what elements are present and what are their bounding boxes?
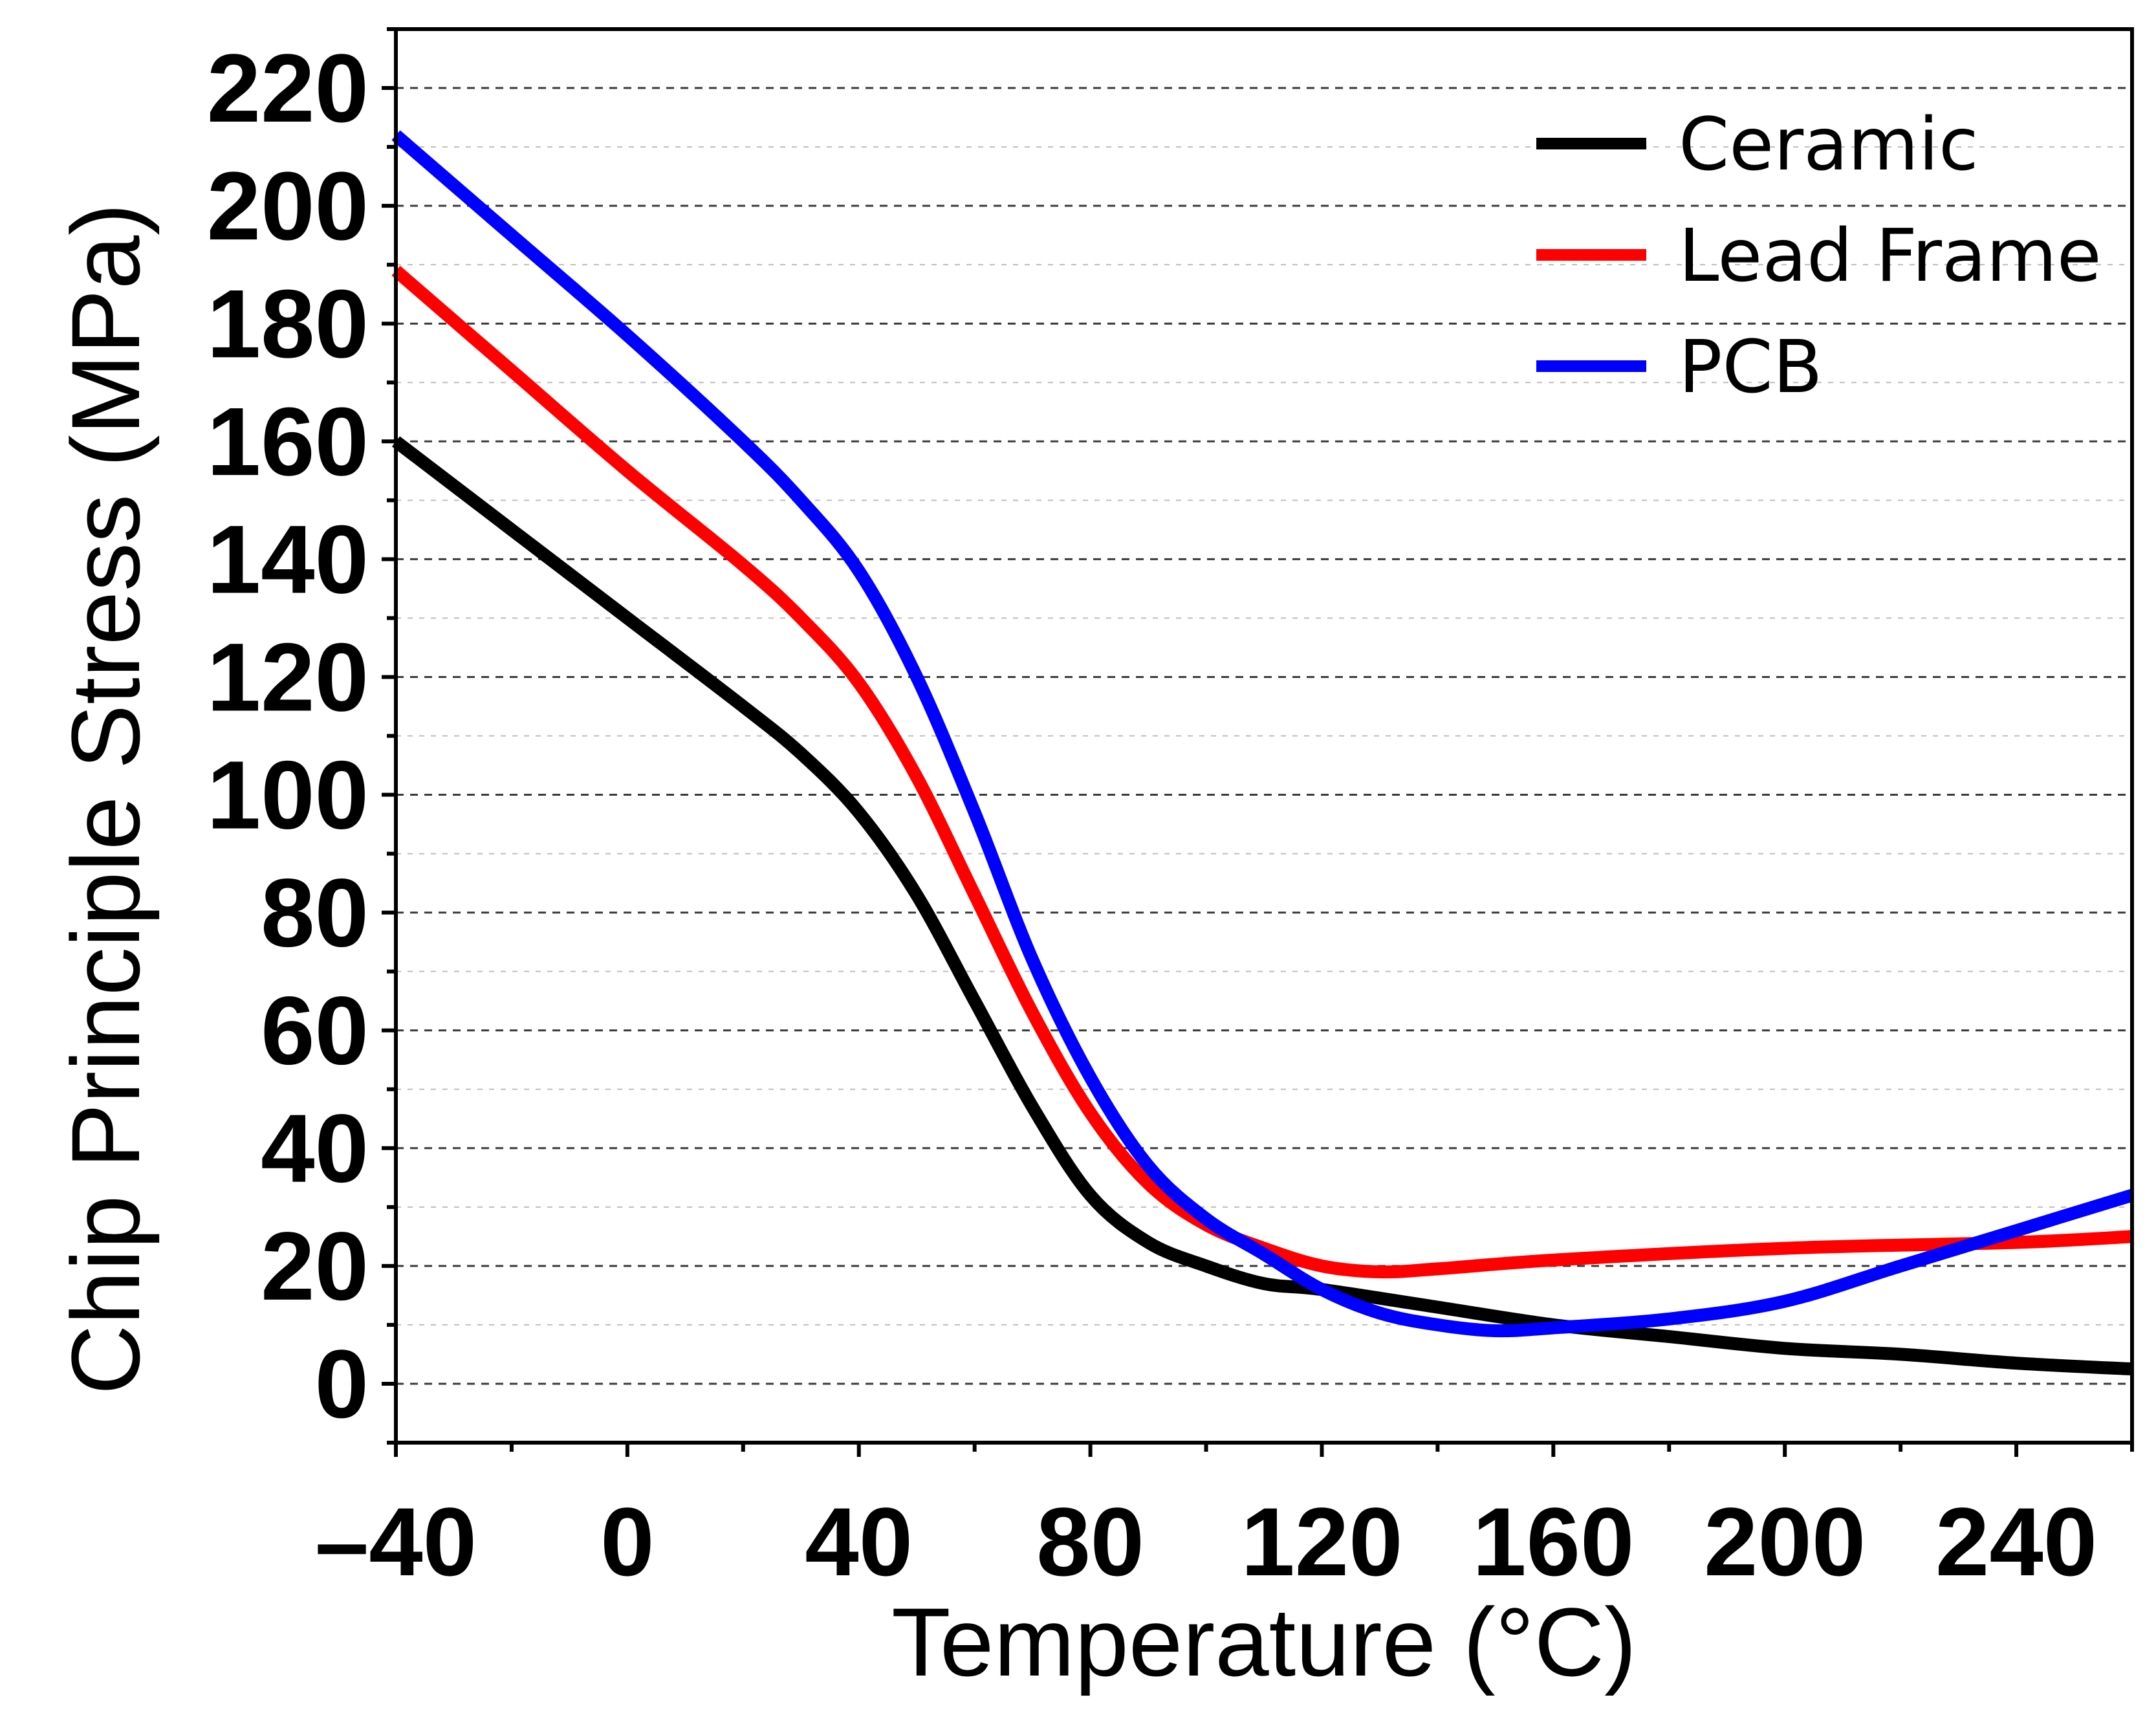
x-tick-label: 80 — [1036, 1487, 1144, 1596]
x-tick-labels: –40 0 40 80 120 160 200 240 — [315, 1487, 2097, 1596]
y-tick-label: 100 — [207, 741, 369, 849]
y-tick-label: 0 — [315, 1329, 369, 1438]
series-line-ceramic — [391, 436, 2133, 1376]
series-line-pcb — [391, 130, 2134, 1338]
legend: Ceramic Lead Frame PCB — [1536, 103, 2102, 410]
legend-label: Lead Frame — [1679, 214, 2102, 298]
y-tick-label: 200 — [207, 151, 369, 260]
y-tick-label: 80 — [261, 858, 369, 967]
legend-label: Ceramic — [1679, 103, 1979, 187]
legend-label: PCB — [1679, 325, 1823, 410]
y-tick-label: 20 — [261, 1212, 369, 1320]
series-lines — [391, 130, 2134, 1376]
x-tick-label: 120 — [1241, 1487, 1402, 1596]
y-tick-label: 40 — [261, 1094, 369, 1203]
series-line-lead-frame — [391, 265, 2133, 1279]
y-axis-title: Chip Principle Stress (MPa) — [51, 203, 160, 1395]
x-tick-label: –40 — [315, 1487, 477, 1596]
y-tick-label: 160 — [207, 387, 369, 496]
x-tick-label: 160 — [1472, 1487, 1634, 1596]
x-tick-label: 40 — [805, 1487, 913, 1596]
y-tick-label: 180 — [207, 269, 369, 378]
axis-ticks — [382, 27, 2134, 1457]
y-tick-label: 220 — [207, 34, 369, 142]
x-tick-label: 200 — [1704, 1487, 1866, 1596]
gridlines — [396, 87, 2132, 1385]
x-tick-label: 0 — [600, 1487, 654, 1596]
y-tick-label: 120 — [207, 622, 369, 731]
x-tick-label: 240 — [1935, 1487, 2097, 1596]
y-tick-label: 60 — [261, 976, 369, 1085]
x-axis-title: Temperature (°C) — [891, 1588, 1637, 1696]
y-tick-label: 140 — [207, 505, 369, 613]
